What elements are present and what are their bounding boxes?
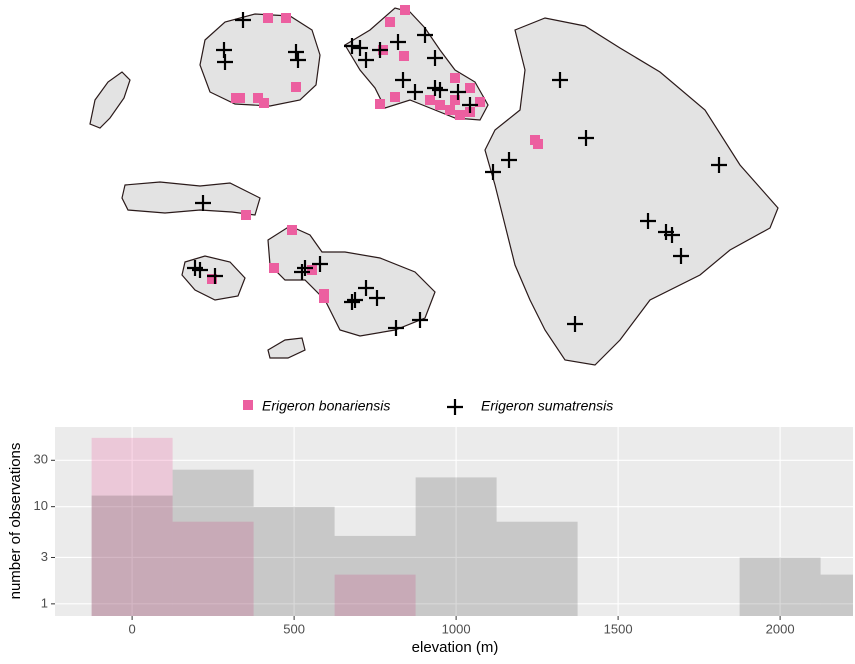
x-tick-label: 2000 — [766, 621, 795, 636]
island — [268, 226, 435, 336]
legend-label: Erigeron bonariensis — [262, 398, 390, 414]
map-marker — [425, 95, 435, 105]
bar — [92, 496, 173, 616]
y-tick-label: 3 — [41, 549, 48, 564]
bar — [497, 522, 578, 616]
map-marker — [375, 99, 385, 109]
map-marker — [231, 93, 241, 103]
bar — [740, 557, 821, 616]
chart: Erigeron bonariensis Erigeron sumatrensi… — [0, 0, 855, 659]
bar — [416, 477, 497, 616]
map-marker — [385, 17, 395, 27]
y-tick-label: 30 — [34, 452, 48, 467]
x-axis-title: elevation (m) — [412, 639, 499, 656]
map-marker — [269, 263, 279, 273]
y-axis-title: number of observations — [7, 443, 24, 600]
map-marker — [400, 5, 410, 15]
map-marker — [533, 139, 543, 149]
map-marker — [263, 13, 273, 23]
legend-swatch — [243, 400, 253, 410]
map-marker — [399, 51, 409, 61]
bar — [173, 470, 254, 616]
island — [90, 72, 130, 128]
map-marker — [259, 98, 269, 108]
legend-swatch — [447, 399, 463, 415]
island — [485, 18, 778, 365]
y-tick-label: 10 — [34, 498, 48, 513]
y-tick-label: 1 — [41, 595, 48, 610]
map-marker — [287, 225, 297, 235]
x-tick-label: 1500 — [604, 621, 633, 636]
map-marker — [291, 82, 301, 92]
map-marker — [445, 105, 455, 115]
map-marker — [281, 13, 291, 23]
map-marker — [465, 83, 475, 93]
map-marker — [450, 73, 460, 83]
bar — [335, 536, 416, 616]
x-tick-label: 0 — [128, 621, 135, 636]
map-marker — [241, 210, 251, 220]
x-tick-label: 500 — [283, 621, 305, 636]
map-marker — [455, 110, 465, 120]
x-tick-label: 1000 — [442, 621, 471, 636]
island — [122, 182, 260, 215]
map-marker — [390, 92, 400, 102]
island — [268, 338, 305, 358]
bar — [821, 575, 853, 616]
bar — [254, 507, 335, 616]
legend: Erigeron bonariensis Erigeron sumatrensi… — [243, 398, 613, 415]
map-marker — [319, 289, 329, 299]
map-marker — [307, 265, 317, 275]
map-marker — [435, 100, 445, 110]
legend-label: Erigeron sumatrensis — [481, 398, 613, 414]
